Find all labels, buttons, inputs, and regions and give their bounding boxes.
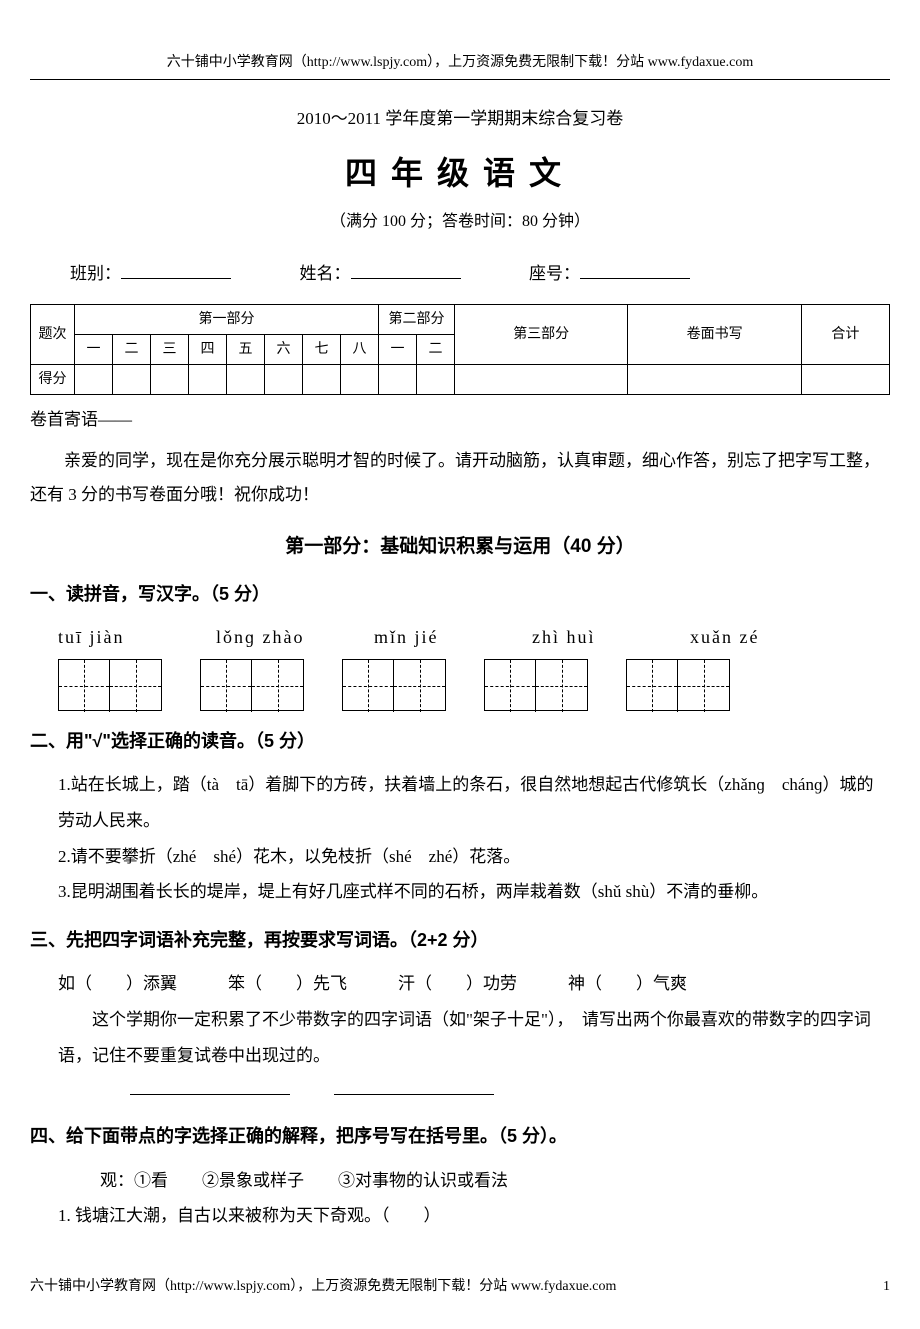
char-box[interactable] [626,659,730,711]
th-writing: 卷面书写 [628,304,801,364]
th-part3: 第三部分 [455,304,628,364]
sub-9: 一 [379,334,417,364]
score-cell[interactable] [75,365,113,395]
sub-5: 五 [227,334,265,364]
q2-line1: 1.站在长城上，踏（tà tā）着脚下的方砖，扶着墙上的条石，很自然地想起古代修… [30,767,890,838]
pinyin-1: tuī jiàn [58,621,178,653]
score-time: （满分 100 分；答卷时间：80 分钟） [30,208,890,237]
class-blank[interactable] [121,259,231,279]
name-blank[interactable] [351,259,461,279]
info-row: 班别： 姓名： 座号： [30,259,890,290]
sub-1: 一 [75,334,113,364]
sub-8: 八 [341,334,379,364]
q3-body: 这个学期你一定积累了不少带数字的四字词语（如"架子十足"）， 请写出两个你最喜欢… [30,1002,890,1073]
sub-10: 二 [417,334,455,364]
score-cell[interactable] [455,365,628,395]
q2-line2: 2.请不要攀折（zhé shé）花木，以免枝折（shé zhé）花落。 [30,839,890,875]
sub-6: 六 [265,334,303,364]
char-box[interactable] [58,659,162,711]
q4-def: 观：①看 ②景象或样子 ③对事物的认识或看法 [30,1163,890,1199]
seat-label: 座号： [529,264,580,283]
q4-title: 四、给下面带点的字选择正确的解释，把序号写在括号里。（5 分）。 [30,1120,890,1152]
score-cell[interactable] [801,365,889,395]
pinyin-3: mǐn jié [374,621,494,653]
name-label: 姓名： [300,264,351,283]
q1-title: 一、读拼音，写汉字。（5 分） [30,578,890,610]
sub-2: 二 [113,334,151,364]
main-title: 四年级语文 [30,145,890,203]
q3-idioms: 如（ ）添翼 笨（ ）先飞 汗（ ）功劳 神（ ）气爽 [30,966,890,1002]
score-cell[interactable] [265,365,303,395]
score-cell[interactable] [628,365,801,395]
header-link: 六十铺中小学教育网（http://www.lspjy.com），上万资源免费无限… [30,50,890,80]
score-cell[interactable] [113,365,151,395]
score-cell[interactable] [417,365,455,395]
score-cell[interactable] [341,365,379,395]
footer-left: 六十铺中小学教育网（http://www.lspjy.com），上万资源免费无限… [30,1274,616,1299]
q2-title: 二、用"√"选择正确的读音。（5 分） [30,725,890,757]
char-box[interactable] [342,659,446,711]
score-cell[interactable] [151,365,189,395]
char-box[interactable] [200,659,304,711]
score-cell[interactable] [379,365,417,395]
pinyin-row: tuī jiàn lǒnɡ zhào mǐn jié zhì huì xuǎn … [30,621,890,653]
year-line: 2010～2011 学年度第一学期期末综合复习卷 [30,104,890,135]
th-item: 题次 [31,304,75,364]
q2-line3: 3.昆明湖围着长长的堤岸，堤上有好几座式样不同的石桥，两岸栽着数（shǔ shù… [30,874,890,910]
th-total: 合计 [801,304,889,364]
blank-line-1[interactable] [130,1077,290,1095]
sub-7: 七 [303,334,341,364]
q3-title: 三、先把四字词语补充完整，再按要求写词语。（2+2 分） [30,924,890,956]
footer: 六十铺中小学教育网（http://www.lspjy.com），上万资源免费无限… [30,1274,890,1299]
char-box[interactable] [484,659,588,711]
page-number: 1 [883,1274,890,1299]
th-part2: 第二部分 [379,304,455,334]
boxes-row [30,659,890,711]
sub-4: 四 [189,334,227,364]
preface-body: 亲爱的同学，现在是你充分展示聪明才智的时候了。请开动脑筋，认真审题，细心作答，别… [30,444,890,512]
th-part1: 第一部分 [75,304,379,334]
score-table: 题次 第一部分 第二部分 第三部分 卷面书写 合计 一 二 三 四 五 六 七 … [30,304,890,396]
pinyin-4: zhì huì [532,621,652,653]
pinyin-2: lǒnɡ zhào [216,621,336,653]
score-cell[interactable] [227,365,265,395]
score-label: 得分 [31,365,75,395]
pinyin-5: xuǎn zé [690,621,810,653]
q4-line1: 1. 钱塘江大潮，自古以来被称为天下奇观。（ ） [30,1198,890,1234]
preface-label: 卷首寄语—— [30,405,890,436]
q3-blanks [30,1077,890,1106]
part-title: 第一部分：基础知识积累与运用（40 分） [30,530,890,564]
seat-blank[interactable] [580,259,690,279]
score-cell[interactable] [189,365,227,395]
score-cell[interactable] [303,365,341,395]
class-label: 班别： [70,264,121,283]
sub-3: 三 [151,334,189,364]
blank-line-2[interactable] [334,1077,494,1095]
